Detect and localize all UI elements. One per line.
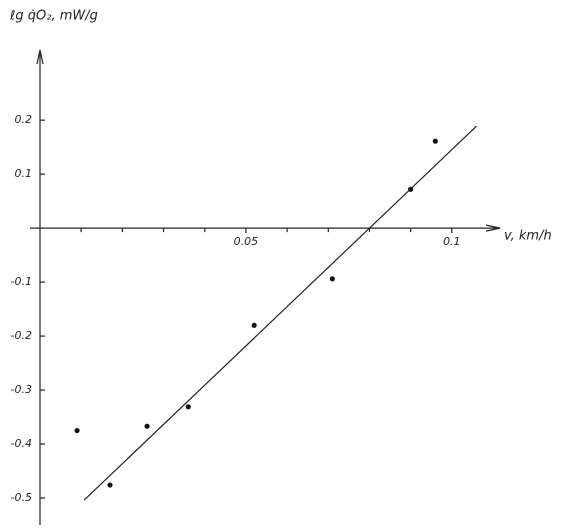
data-point [329, 276, 335, 282]
fit-line [83, 125, 477, 501]
y-axis-arrow [36, 49, 44, 65]
y-tick-label: -0.1 [11, 275, 32, 288]
y-axis-label: ℓg q̇O₂, mW/g [9, 9, 98, 24]
y-tick-label: -0.3 [11, 383, 32, 396]
y-tick-label: -0.5 [11, 491, 32, 504]
y-tick-label: 0.2 [15, 113, 33, 126]
y-tick-label: -0.2 [11, 329, 32, 342]
data-point [107, 482, 113, 488]
y-tick-label: 0.1 [15, 167, 33, 180]
x-tick-label: 0.05 [234, 235, 259, 248]
data-point [432, 138, 438, 144]
x-axis-label: v, km/h [504, 229, 552, 244]
x-axis-arrow [485, 224, 501, 232]
data-point [185, 404, 191, 410]
data-point [144, 423, 150, 429]
data-point [251, 322, 257, 328]
y-tick-label: -0.4 [11, 437, 32, 450]
x-tick-label: 0.1 [443, 235, 461, 248]
data-point [74, 427, 80, 434]
